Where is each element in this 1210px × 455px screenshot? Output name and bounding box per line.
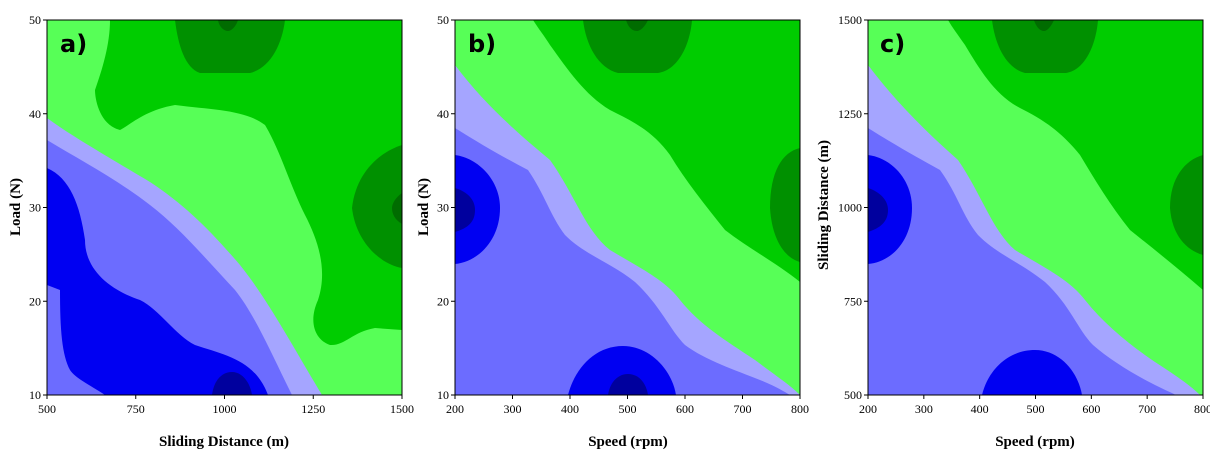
contour-level-3: [868, 128, 1176, 395]
panel-c: 200 300 400 500 600 700 800500750100012501500 …: [816, 13, 1210, 450]
y-tick-label-a: 20: [29, 294, 41, 308]
y-axis-label-b: Load (N): [416, 178, 432, 236]
x-tick-label-a: 500: [38, 402, 56, 416]
panel-label-c: c): [880, 30, 905, 58]
x-tick-label-b: 700: [734, 402, 752, 416]
y-tick-label-b: 40: [437, 107, 449, 121]
contour-level-2: [868, 155, 912, 264]
contour-level-2: [568, 346, 676, 395]
x-axis-label-c: Speed (rpm): [995, 434, 1075, 450]
x-tick-label-c: 200: [859, 402, 877, 416]
contour-level-1: [608, 374, 648, 395]
ticks-a: 500 750 1000 1250 1500 10 20 30 40 50: [29, 13, 414, 416]
panel-b: 200 300 400 500 600 700 800 10 20 30 40 50 b) Speed…: [416, 13, 809, 450]
contour-level-6: [533, 20, 800, 282]
contour-level-1: [868, 188, 888, 232]
x-tick-label-c: 700: [1138, 402, 1156, 416]
contour-level-2: [455, 155, 500, 264]
contour-plot-a: [47, 20, 402, 395]
contour-level-7: [352, 145, 402, 268]
x-axis-label-b: Speed (rpm): [588, 434, 668, 450]
y-tick-label-c: 750: [844, 294, 862, 308]
x-tick-label-b: 200: [446, 402, 464, 416]
x-tick-label-b: 600: [676, 402, 694, 416]
y-tick-label-c: 1250: [838, 107, 862, 121]
y-tick-label-a: 50: [29, 13, 41, 27]
panel-label-a: a): [60, 30, 87, 58]
ticks-c: 200 300 400 500 600 700 800 500 750 1000 1250 1500: [838, 13, 1210, 416]
y-axis-label-a: Load (N): [8, 178, 24, 236]
x-tick-label-b: 500: [619, 402, 637, 416]
contour-level-7: [770, 148, 800, 262]
contour-level-7: [1170, 155, 1203, 255]
panel-a: 500 750 1000 1250 1500 10 20 30 40 50 a) Sliding …: [8, 13, 414, 450]
y-tick-label-b: 30: [437, 201, 449, 215]
contour-level-2: [47, 168, 268, 395]
x-tick-label-b: 800: [791, 402, 809, 416]
x-axis-label-a: Sliding Distance (m): [159, 434, 289, 450]
x-tick-label-c: 400: [971, 402, 989, 416]
contour-level-8: [392, 193, 402, 224]
contour-plot-b: [455, 20, 800, 395]
contour-level-7: [992, 20, 1098, 73]
contour-plot-c: [868, 20, 1203, 395]
contour-level-8: [218, 20, 238, 31]
contour-level-2: [982, 350, 1082, 395]
y-tick-label-a: 10: [29, 388, 41, 402]
y-tick-label-c: 1000: [838, 201, 862, 215]
contour-level-1: [212, 372, 252, 395]
x-tick-label-b: 300: [504, 402, 522, 416]
y-tick-label-b: 50: [437, 13, 449, 27]
y-tick-label-b: 10: [437, 388, 449, 402]
contour-level-8: [1034, 20, 1054, 31]
contour-level-1: [455, 188, 475, 232]
panel-label-b: b): [468, 30, 496, 58]
contour-level-7: [583, 20, 692, 73]
x-tick-label-c: 800: [1194, 402, 1210, 416]
contour-level-3: [455, 128, 790, 395]
contour-level-6: [95, 20, 402, 346]
y-tick-label-c: 500: [844, 388, 862, 402]
contour-level-6: [948, 20, 1203, 290]
y-axis-label-c: Sliding Distance (m): [816, 140, 832, 270]
ticks-b: 200 300 400 500 600 700 800 10 20 30 40 50: [437, 13, 809, 416]
x-tick-label-c: 600: [1082, 402, 1100, 416]
y-tick-label-b: 20: [437, 294, 449, 308]
contour-level-8: [626, 20, 648, 31]
x-tick-label-a: 1250: [301, 402, 325, 416]
y-tick-label-c: 1500: [838, 13, 862, 27]
y-tick-label-a: 30: [29, 201, 41, 215]
x-tick-label-c: 500: [1027, 402, 1045, 416]
x-tick-label-b: 400: [561, 402, 579, 416]
x-tick-label-a: 1500: [390, 402, 414, 416]
x-tick-label-a: 750: [127, 402, 145, 416]
x-tick-label-c: 300: [915, 402, 933, 416]
contour-level-7: [175, 20, 285, 73]
y-tick-label-a: 40: [29, 107, 41, 121]
x-tick-label-a: 1000: [213, 402, 237, 416]
